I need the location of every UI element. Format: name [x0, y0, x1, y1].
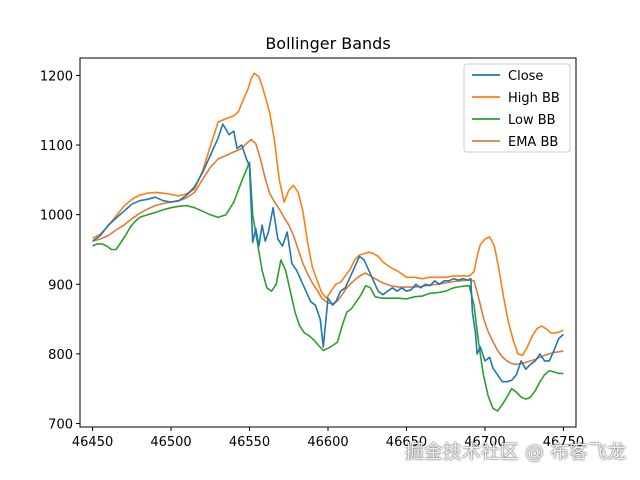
y-axis: 700 800 900 1000 1100 1200: [40, 69, 80, 433]
series-line-close: [92, 123, 564, 383]
series-layer: [92, 72, 564, 412]
legend-label: EMA BB: [508, 135, 558, 150]
y-tick-label: 800: [48, 348, 73, 363]
y-tick-label: 1100: [40, 139, 73, 154]
legend-box: [463, 63, 571, 153]
x-tick-label: 46750: [543, 435, 584, 450]
series-line-low-bb: [92, 161, 564, 412]
x-tick-label: 46500: [150, 435, 191, 450]
watermark: 掘金技术社区 @ 布客飞龙: [404, 441, 626, 463]
x-axis: 46450 46500 46550 46600 46650 46700 46750: [72, 427, 584, 450]
y-tick-label: 1000: [40, 209, 73, 224]
legend: Close High BB Low BB EMA BB: [463, 63, 571, 153]
y-tick-label: 700: [48, 418, 73, 433]
legend-label: Low BB: [508, 113, 556, 128]
legend-label: Close: [508, 69, 543, 84]
series-line-ema-bb: [92, 138, 564, 366]
plot-area: 46450 46500 46550 46600 46650 46700 46750 700 8…: [40, 57, 584, 450]
y-tick-label: 900: [48, 278, 73, 293]
chart-title: Bollinger Bands: [265, 34, 390, 53]
x-tick-label: 46450: [72, 435, 113, 450]
x-tick-label: 46550: [229, 435, 270, 450]
legend-label: High BB: [508, 91, 560, 106]
x-tick-label: 46700: [464, 435, 505, 450]
x-tick-label: 46650: [386, 435, 427, 450]
x-tick-label: 46600: [307, 435, 348, 450]
y-tick-label: 1200: [40, 69, 73, 84]
